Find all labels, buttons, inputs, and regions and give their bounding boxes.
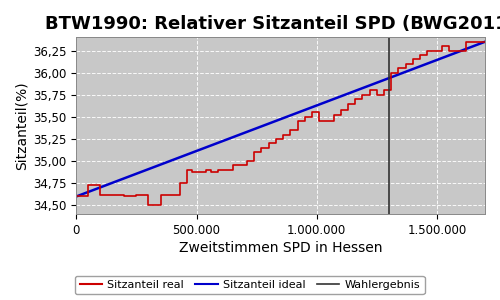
X-axis label: Zweitstimmen SPD in Hessen: Zweitstimmen SPD in Hessen (179, 241, 382, 255)
Y-axis label: Sitzanteil(%): Sitzanteil(%) (15, 81, 29, 170)
Legend: Sitzanteil real, Sitzanteil ideal, Wahlergebnis: Sitzanteil real, Sitzanteil ideal, Wahle… (76, 276, 424, 294)
Title: BTW1990: Relativer Sitzanteil SPD (BWG2011): BTW1990: Relativer Sitzanteil SPD (BWG20… (46, 15, 500, 33)
